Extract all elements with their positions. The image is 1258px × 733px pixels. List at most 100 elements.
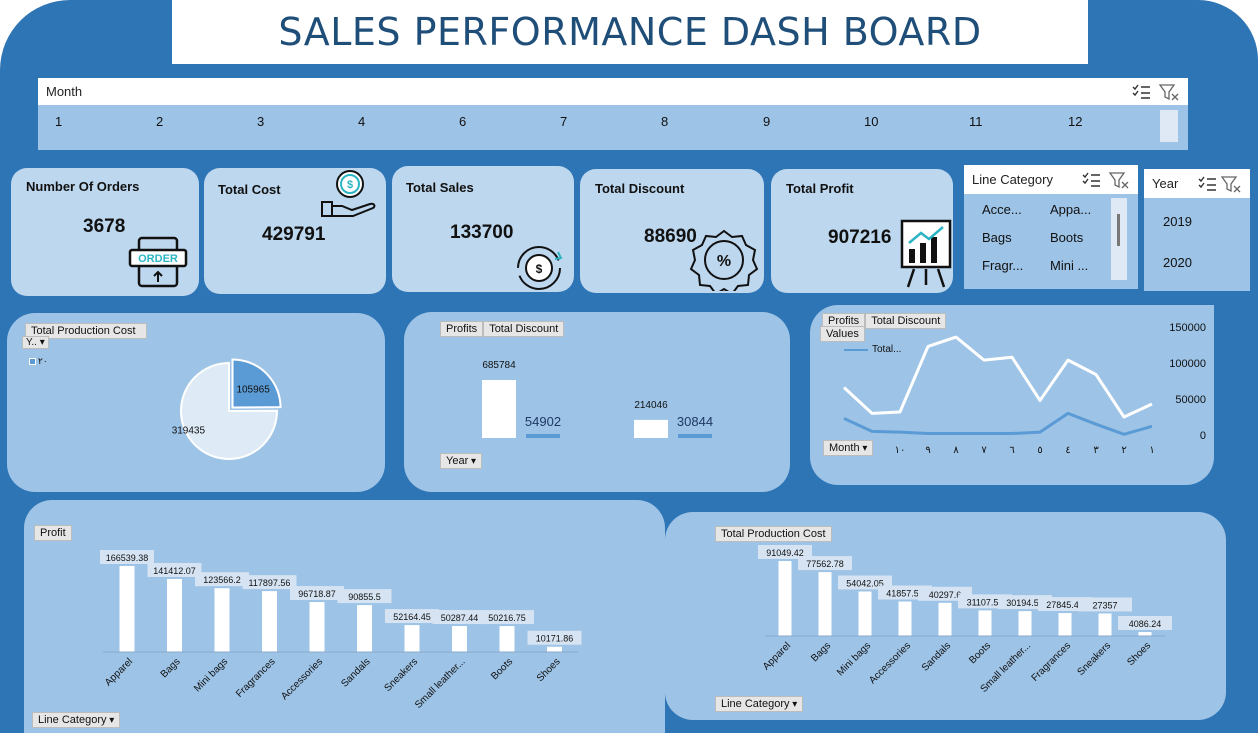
category-axis-label: Sandals	[920, 640, 953, 673]
data-label-background	[432, 610, 487, 625]
bar-data-label: 52164.45	[393, 612, 431, 622]
profits-data-label: 214046	[634, 400, 668, 411]
cost-label: Total Cost	[218, 182, 281, 197]
month-item[interactable]: 10	[864, 114, 879, 129]
profits-field-button[interactable]: Profits	[440, 321, 484, 337]
bar-data-label: 166539.38	[106, 553, 149, 563]
category-axis-label: Boots	[489, 656, 515, 682]
category-axis-label: Accessories	[867, 640, 913, 686]
month-item[interactable]: 6	[459, 114, 467, 129]
month-item[interactable]: 3	[257, 114, 265, 129]
category-bar	[778, 561, 792, 636]
pie-legend-label: ٢٠	[38, 356, 48, 366]
line-category-slicer[interactable]: Line Category Acce... Appa... Bags Boots Fra…	[964, 165, 1138, 289]
profit-discount-bar-chart: 685784 54902 214046 30844	[482, 360, 713, 438]
category-bar	[818, 572, 832, 636]
month-item[interactable]: 7	[560, 114, 568, 129]
profits-bar	[634, 419, 668, 438]
bar-data-label: 117897.56	[249, 578, 291, 588]
money-cycle-icon: $	[517, 246, 563, 290]
y-axis-tick-label: 0	[1200, 430, 1206, 442]
category-bar	[262, 591, 277, 652]
clear-filter-icon[interactable]	[1158, 83, 1180, 101]
x-axis-tick-label: ٤	[1065, 445, 1070, 456]
svg-text:%: %	[717, 253, 731, 270]
category-axis-label: Boots	[967, 640, 993, 666]
data-label-background	[100, 550, 154, 564]
orders-value: 3678	[83, 216, 126, 237]
month-item[interactable]: 8	[661, 114, 669, 129]
prodcost-category-axis-button[interactable]: Line Category	[715, 696, 804, 712]
line-category-item[interactable]: Mini ...	[1050, 258, 1089, 273]
order-icon-text: ORDER	[138, 253, 178, 265]
filter-multiselect-icon[interactable]	[1080, 171, 1102, 189]
x-axis-tick-label: ٣	[1093, 445, 1099, 456]
month-slicer[interactable]: Month 1 2 3 4 6 7 8 9 10 11 12	[38, 78, 1188, 150]
line-category-item[interactable]: Acce...	[982, 202, 1022, 217]
filter-multiselect-icon[interactable]	[1196, 175, 1218, 193]
pie-slice	[180, 361, 278, 460]
category-bar	[898, 601, 912, 636]
profit-by-category-panel: Profit 166539.38 Apparel 141412.07 Bags 1235…	[24, 500, 665, 733]
pie-legend-swatch	[29, 358, 36, 365]
month-item[interactable]: 1	[55, 114, 63, 129]
profit-discount-bar-panel: Profits Total Discount 685784 54902 214046…	[404, 312, 790, 492]
data-label-background	[527, 630, 582, 645]
cost-card: Total Cost 429791 $	[204, 168, 386, 294]
line-category-item[interactable]: Bags	[982, 230, 1012, 245]
category-bar	[452, 626, 467, 652]
pie-slice-label: 319435	[172, 426, 206, 437]
cost-value: 429791	[262, 224, 326, 245]
clear-filter-icon[interactable]	[1108, 171, 1130, 189]
data-label-background	[798, 556, 852, 571]
category-bar	[119, 566, 135, 652]
filter-multiselect-icon[interactable]	[1130, 83, 1152, 101]
category-bar	[938, 602, 952, 636]
data-label-background	[758, 545, 812, 559]
month-slicer-scrollbar[interactable]	[1160, 110, 1178, 142]
discount-line	[843, 411, 1153, 436]
category-axis-label: Accessories	[279, 656, 325, 702]
discount-field-button[interactable]: Total Discount	[483, 321, 565, 337]
month-item[interactable]: 12	[1068, 114, 1083, 129]
month-item[interactable]: 9	[763, 114, 771, 129]
bar-year-axis-button[interactable]: Year	[440, 453, 483, 469]
line-category-scrollbar[interactable]	[1111, 198, 1127, 280]
line-category-item[interactable]: Appa...	[1050, 202, 1092, 217]
category-axis-label: Mini bags	[192, 656, 230, 694]
pie-slice	[231, 358, 282, 409]
data-label-background	[147, 562, 202, 577]
category-bar	[499, 626, 515, 652]
prodcost-field-button[interactable]: Total Production Cost	[715, 526, 832, 542]
bar-data-label: 27845.44	[1046, 600, 1084, 610]
month-item[interactable]: 4	[358, 114, 366, 129]
bar-data-label: 40297.6	[929, 590, 962, 600]
discount-card: Total Discount 88690 %	[580, 169, 764, 293]
year-slicer[interactable]: Year 2019 2020	[1144, 169, 1250, 291]
production-cost-pie-chart: 105965 319435	[172, 358, 282, 460]
line-values-button[interactable]: Values	[820, 326, 865, 342]
line-discount-field-button[interactable]: Total Discount	[865, 313, 947, 329]
line-legend-label: Total...	[872, 344, 902, 355]
monthly-line-chart: 150000 100000 50000 0 ١٠ ٩ ٨ ٧ ٦ ٥ ٤ ٣ ٢ ١	[842, 322, 1206, 456]
pie-year-filter[interactable]: Y..	[22, 336, 49, 349]
line-category-item[interactable]: Fragr...	[982, 258, 1024, 273]
month-item[interactable]: 11	[969, 114, 983, 129]
category-bar	[214, 588, 230, 652]
svg-text:$: $	[347, 179, 353, 191]
pie-field-button[interactable]: Total Production Cost	[25, 323, 147, 339]
profit-category-axis-button[interactable]: Line Category	[32, 712, 121, 728]
year-item-2020[interactable]: 2020	[1163, 255, 1192, 270]
discount-bar	[526, 434, 560, 438]
money-hand-icon: $	[321, 170, 376, 217]
profit-field-button[interactable]: Profit	[34, 525, 72, 541]
data-label-background	[195, 572, 249, 587]
clear-filter-icon[interactable]	[1220, 175, 1242, 193]
category-axis-label: Bags	[809, 640, 833, 664]
year-item-2019[interactable]: 2019	[1163, 214, 1192, 229]
line-month-axis-button[interactable]: Month	[823, 440, 874, 456]
month-item[interactable]: 2	[156, 114, 164, 129]
bar-data-label: 30194.56	[1006, 598, 1044, 608]
presentation-chart-icon	[900, 219, 952, 288]
line-category-item[interactable]: Boots	[1050, 230, 1084, 245]
